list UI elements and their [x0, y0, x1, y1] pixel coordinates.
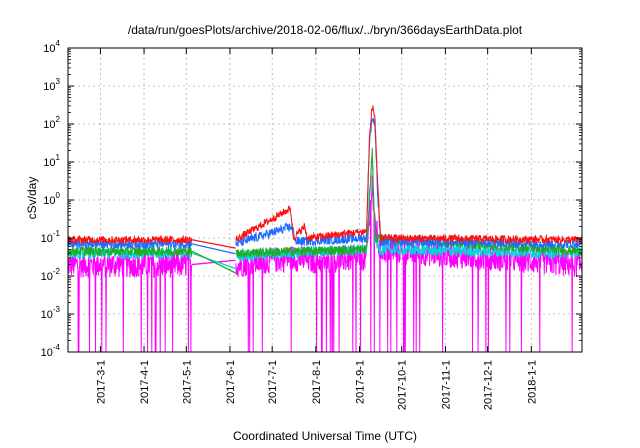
series-line [68, 245, 193, 258]
series-line [235, 158, 582, 262]
series-line [68, 237, 193, 251]
x-tick-label: 2017-8-1 [311, 360, 323, 404]
y-tick-label: 10-3 [41, 305, 61, 321]
x-tick-label: 2017-7-1 [267, 360, 279, 404]
y-tick-label: 101 [43, 153, 60, 169]
x-tick-label: 2017-11-1 [440, 360, 452, 409]
x-tick-label: 2018-1-1 [526, 360, 538, 404]
y-tick-label: 10-1 [41, 229, 61, 245]
x-axis-label: Coordinated Universal Time (UTC) [233, 429, 417, 443]
gap-bridge-line [191, 252, 236, 270]
series-line [235, 105, 582, 245]
chart-title: /data/run/goesPlots/archive/2018-02-06/f… [128, 23, 523, 37]
y-tick-label: 100 [43, 191, 60, 207]
series-line [235, 175, 582, 352]
grid [68, 47, 582, 353]
gap-bridge-line [191, 243, 236, 255]
y-tick-label: 103 [43, 77, 60, 93]
x-tick-label: 2017-3-1 [95, 360, 107, 404]
gap-bridge-line [191, 239, 236, 249]
x-tick-label: 2017-6-1 [225, 360, 237, 404]
x-axis: 2017-3-1 2017-4-1 2017-5-1 2017-6-1 2017-7-1… [95, 48, 538, 410]
gap-bridge-line [191, 250, 236, 274]
series-layer [68, 105, 582, 352]
x-tick-label: 2017-9-1 [355, 360, 367, 404]
x-tick-label: 2017-5-1 [181, 360, 193, 404]
y-axis: 10-4 10-3 10-2 10-1 100 101 102 103 104 [41, 39, 582, 359]
x-tick-label: 2017-12-1 [483, 360, 495, 410]
y-tick-label: 102 [43, 115, 60, 131]
series-line [235, 117, 582, 250]
y-axis-label: cSv/day [25, 177, 39, 220]
x-tick-label: 2017-4-1 [139, 360, 151, 404]
series-line [68, 234, 193, 245]
y-tick-label: 10-4 [41, 343, 61, 359]
y-tick-label: 104 [43, 39, 60, 55]
y-tick-label: 10-2 [41, 267, 61, 283]
series-line [68, 251, 193, 352]
x-tick-label: 2017-10-1 [397, 360, 409, 410]
